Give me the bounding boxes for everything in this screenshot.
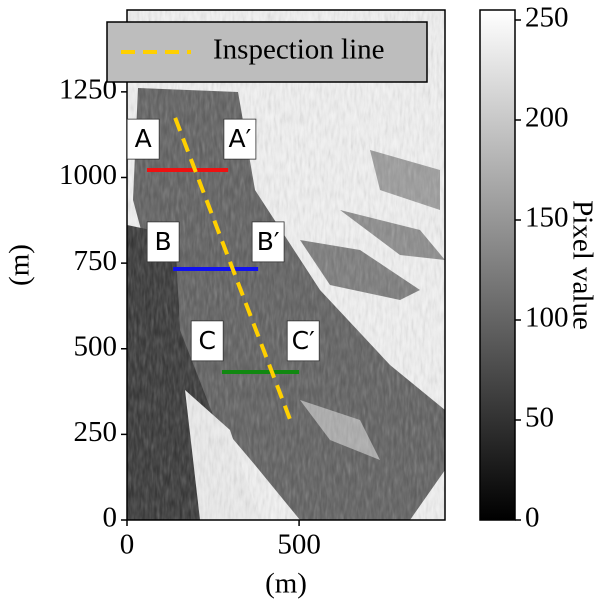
x-tick-label: 0 [120, 529, 135, 561]
y-tick-label: 0 [103, 502, 118, 534]
annotation-box [126, 118, 160, 160]
colorbar [479, 9, 516, 521]
annotation-box [190, 320, 224, 362]
annotation: C [198, 326, 215, 355]
colorbar-tick-label: 50 [525, 402, 554, 434]
plot-frame [126, 9, 446, 521]
inspection-line [173, 117, 295, 426]
image [127, 10, 445, 520]
colorbar-label: Pixel value [566, 200, 598, 330]
colorbar-tick-label: 250 [525, 2, 569, 34]
annotation: B [155, 227, 172, 256]
annotation: A′ [228, 124, 251, 153]
y-tick-label: 1000 [59, 159, 117, 191]
colorbar-tick-label: 150 [525, 202, 569, 234]
x-tick-label: 500 [277, 529, 321, 561]
colorbar-tick-label: 100 [525, 302, 569, 334]
y-tick-label: 250 [74, 416, 118, 448]
colorbar-tick-label: 200 [525, 102, 569, 134]
y-tick-label: 750 [74, 245, 118, 277]
y-tick-label: 500 [74, 330, 118, 362]
annotation-box [223, 118, 257, 160]
annotation: C′ [292, 326, 315, 355]
y-axis-label: (m) [4, 244, 36, 286]
annotation: A [135, 124, 152, 153]
annotation-box [251, 221, 285, 263]
x-axis-label: (m) [265, 568, 307, 600]
legend-box [106, 21, 428, 83]
annotation-box [146, 221, 180, 263]
legend-label: Inspection line [213, 34, 385, 66]
annotation-box [286, 320, 320, 362]
colorbar-tick-label: 0 [525, 502, 540, 534]
annotation: B′ [257, 227, 280, 256]
